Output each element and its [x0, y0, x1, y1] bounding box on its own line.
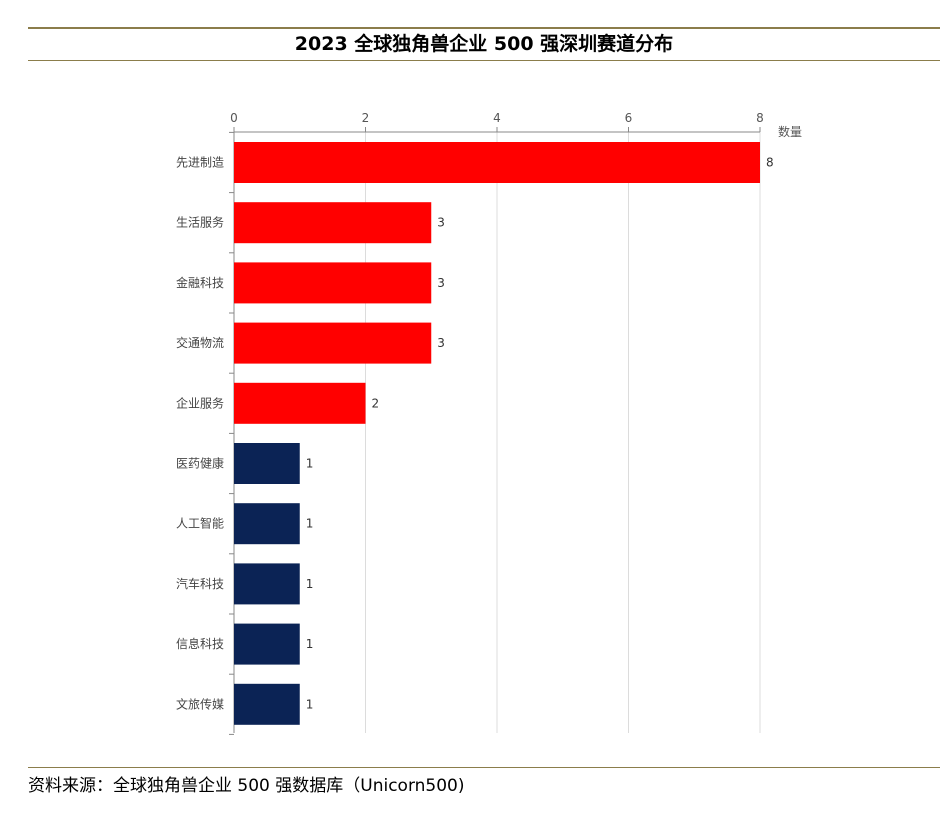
bar	[234, 322, 432, 364]
x-tick-label: 4	[493, 111, 501, 125]
category-label: 人工智能	[176, 516, 224, 531]
category-label: 金融科技	[176, 275, 224, 290]
bar	[234, 503, 300, 545]
category-label: 医药健康	[176, 456, 224, 471]
title-rule	[28, 60, 940, 61]
bar	[234, 623, 300, 665]
category-label: 文旅传媒	[176, 696, 224, 711]
source-note: 资料来源：全球独角兽企业 500 强数据库（Unicorn500)	[28, 776, 465, 796]
data-label: 1	[306, 517, 314, 531]
data-label: 2	[372, 396, 380, 410]
chart-title: 2023 全球独角兽企业 500 强深圳赛道分布	[294, 33, 674, 55]
data-label: 3	[437, 276, 445, 290]
bar	[234, 382, 366, 424]
category-label: 信息科技	[176, 636, 224, 651]
data-label: 3	[437, 216, 445, 230]
bar	[234, 683, 300, 725]
category-label: 交通物流	[176, 335, 224, 350]
x-tick-label: 8	[756, 111, 764, 125]
bar	[234, 262, 432, 304]
data-label: 1	[306, 637, 314, 651]
x-tick-label: 6	[625, 111, 633, 125]
bar	[234, 443, 300, 484]
category-label: 生活服务	[176, 215, 224, 230]
x-tick-label: 0	[230, 111, 238, 125]
data-label: 3	[437, 336, 445, 350]
data-label: 1	[306, 457, 314, 471]
data-label: 1	[306, 577, 314, 591]
category-label: 企业服务	[176, 395, 224, 410]
x-axis-label: 数量	[778, 124, 802, 139]
data-label: 8	[766, 156, 774, 170]
top-rule	[28, 27, 940, 29]
bar	[234, 142, 760, 183]
bar	[234, 563, 300, 605]
data-label: 1	[306, 697, 314, 711]
category-label: 先进制造	[176, 156, 224, 170]
source-rule	[28, 767, 940, 768]
x-tick-label: 2	[362, 111, 370, 125]
category-label: 汽车科技	[176, 576, 224, 591]
bar	[234, 202, 432, 244]
